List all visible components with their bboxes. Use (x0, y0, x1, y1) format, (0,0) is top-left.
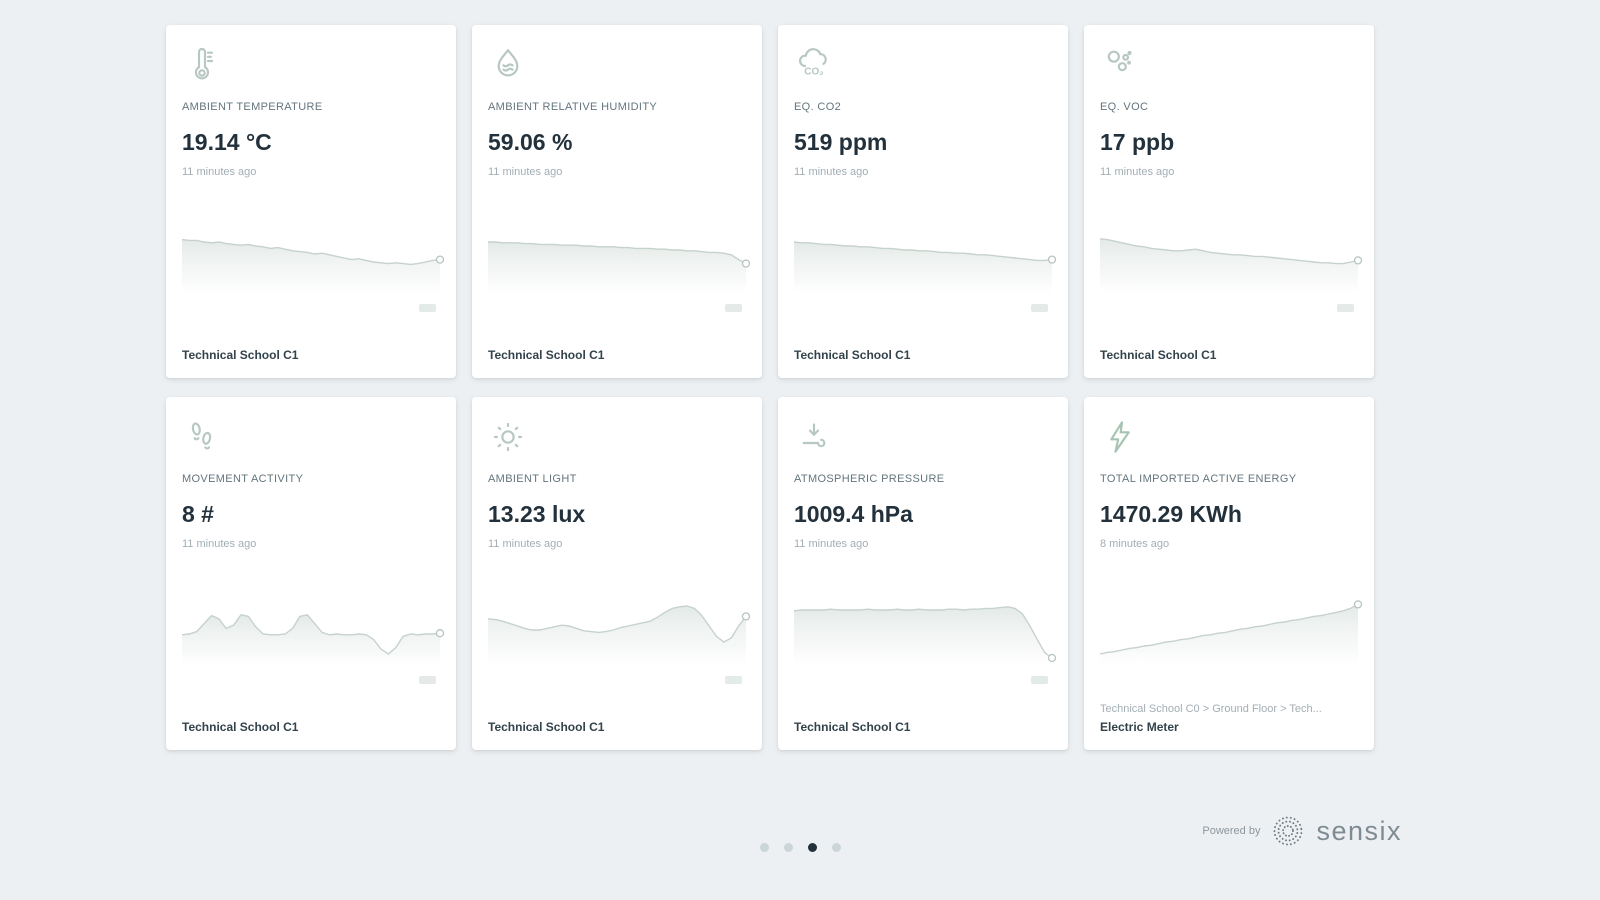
card-footer: Technical School C1 (182, 348, 440, 362)
chart-watermark (725, 676, 742, 684)
location-name: Technical School C1 (1100, 348, 1217, 362)
sparkline-chart (1099, 218, 1363, 314)
svg-text:CO₂: CO₂ (804, 67, 823, 78)
branding: Powered by sensix (1202, 812, 1402, 850)
card-footer: Technical School C1 (1100, 348, 1358, 362)
last-updated: 11 minutes ago (488, 166, 563, 178)
sensor-label: EQ. CO2 (794, 101, 842, 113)
sparkline-chart (181, 218, 445, 314)
location-name: Technical School C1 (794, 720, 911, 734)
sensor-value: 13.23 lux (488, 501, 586, 527)
chart-watermark (1031, 304, 1048, 312)
sparkline-chart (181, 590, 445, 686)
card-ambient-relative-humidity[interactable]: AMBIENT RELATIVE HUMIDITY 59.06 % 11 min… (472, 25, 762, 378)
sparkline-chart (487, 590, 751, 686)
sensor-label: AMBIENT RELATIVE HUMIDITY (488, 101, 658, 113)
sensix-logo-icon (1270, 813, 1306, 849)
last-updated: 11 minutes ago (182, 166, 257, 178)
sparkline-chart (1099, 590, 1363, 686)
carousel-dot[interactable] (807, 843, 817, 852)
card-footer: Technical School C1 (794, 348, 1052, 362)
card-ambient-light[interactable]: AMBIENT LIGHT 13.23 lux 11 minutes ago T… (472, 397, 762, 750)
last-updated: 11 minutes ago (488, 538, 563, 550)
last-updated: 11 minutes ago (182, 538, 257, 550)
sensor-value: 519 ppm (794, 129, 888, 155)
sensor-label: ATMOSPHERIC PRESSURE (794, 473, 945, 485)
lightning-icon (1100, 417, 1140, 457)
location-name: Technical School C1 (182, 720, 299, 734)
card-footer: Technical School C0 > Ground Floor > Tec… (1100, 703, 1358, 734)
location-name: Technical School C1 (182, 348, 299, 362)
chart-watermark (419, 676, 436, 684)
sensor-value: 17 ppb (1100, 129, 1175, 155)
location-breadcrumb: Technical School C0 > Ground Floor > Tec… (1100, 703, 1322, 715)
carousel-dot[interactable] (759, 843, 769, 852)
thermometer-icon (182, 45, 222, 85)
carousel-dots (0, 843, 1600, 852)
location-name: Technical School C1 (794, 348, 911, 362)
last-updated: 11 minutes ago (794, 538, 869, 550)
card-movement-activity[interactable]: MOVEMENT ACTIVITY 8 # 11 minutes ago Tec… (166, 397, 456, 750)
sensor-value: 1009.4 hPa (794, 501, 913, 527)
card-total-imported-active-energy[interactable]: TOTAL IMPORTED ACTIVE ENERGY 1470.29 KWh… (1084, 397, 1374, 750)
sensor-label: AMBIENT LIGHT (488, 473, 577, 485)
card-ambient-temperature[interactable]: AMBIENT TEMPERATURE 19.14 °C 11 minutes … (166, 25, 456, 378)
card-atmospheric-pressure[interactable]: ATMOSPHERIC PRESSURE 1009.4 hPa 11 minut… (778, 397, 1068, 750)
card-footer: Technical School C1 (488, 348, 746, 362)
powered-by-label: Powered by (1202, 825, 1261, 837)
chart-watermark (1337, 304, 1354, 312)
carousel-dot[interactable] (783, 843, 793, 852)
sensor-value: 19.14 °C (182, 129, 272, 155)
co2-cloud-icon: CO₂ (794, 45, 834, 85)
sparkline-chart (488, 218, 751, 314)
card-footer: Technical School C1 (182, 720, 440, 734)
sun-icon (488, 417, 528, 457)
location-name: Technical School C1 (488, 348, 605, 362)
chart-watermark (419, 304, 436, 312)
sensor-value: 8 # (182, 501, 214, 527)
voc-bubbles-icon (1100, 45, 1140, 85)
sparkline-chart (793, 218, 1057, 314)
carousel-dot[interactable] (831, 843, 841, 852)
card-eq-co2[interactable]: CO₂ EQ. CO2 519 ppm 11 minutes ago Techn… (778, 25, 1068, 378)
location-name: Electric Meter (1100, 720, 1179, 734)
location-name: Technical School C1 (488, 720, 605, 734)
chart-watermark (1031, 676, 1048, 684)
sensor-label: TOTAL IMPORTED ACTIVE ENERGY (1100, 473, 1297, 485)
sensix-wordmark: sensix (1316, 815, 1402, 846)
sensor-label: AMBIENT TEMPERATURE (182, 101, 323, 113)
pressure-icon (794, 417, 834, 457)
sensor-value: 59.06 % (488, 129, 573, 155)
last-updated: 11 minutes ago (1100, 166, 1175, 178)
sensor-label: EQ. VOC (1100, 101, 1149, 113)
last-updated: 8 minutes ago (1100, 538, 1170, 550)
sensor-label: MOVEMENT ACTIVITY (182, 473, 304, 485)
sensor-card-grid: AMBIENT TEMPERATURE 19.14 °C 11 minutes … (166, 25, 1374, 750)
card-footer: Technical School C1 (794, 720, 1052, 734)
footsteps-icon (182, 417, 222, 457)
chart-watermark (725, 304, 742, 312)
card-footer: Technical School C1 (488, 720, 746, 734)
humidity-drop-icon (488, 45, 528, 85)
card-eq-voc[interactable]: EQ. VOC 17 ppb 11 minutes ago Technical … (1084, 25, 1374, 378)
last-updated: 11 minutes ago (794, 166, 869, 178)
sparkline-chart (793, 590, 1057, 686)
sensor-value: 1470.29 KWh (1100, 501, 1242, 527)
